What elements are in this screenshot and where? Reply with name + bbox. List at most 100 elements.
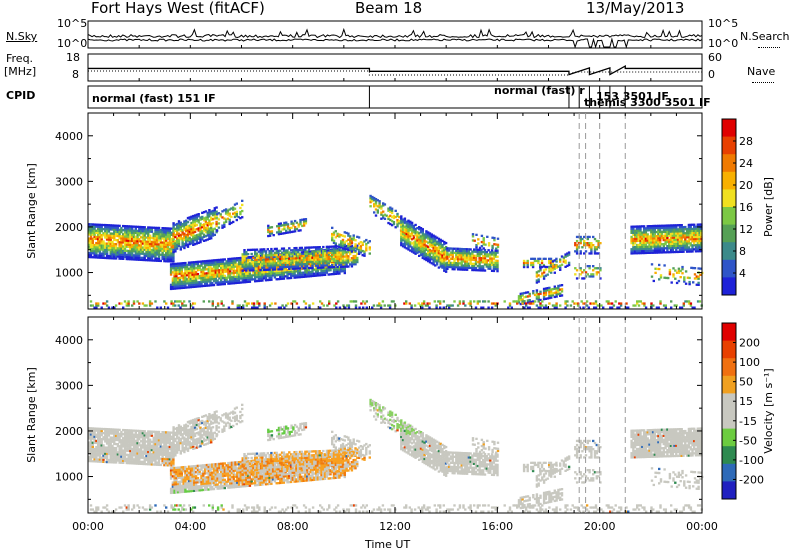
power-cell-4516 <box>181 302 184 305</box>
power-cell-3138 <box>425 240 428 243</box>
power-cell-2375 <box>280 255 284 258</box>
power-cell-2653 <box>345 255 348 258</box>
power-cell-4369 <box>698 250 701 253</box>
power-cell-4284 <box>685 248 689 251</box>
power-cell-747 <box>174 244 177 247</box>
power-cell-3513 <box>489 253 492 256</box>
power-cell-4747 <box>587 306 590 309</box>
power-cell-3832 <box>590 248 593 251</box>
power-cell-2901 <box>382 214 385 217</box>
power-cell-3416 <box>469 258 472 261</box>
power-cell-2228 <box>243 253 246 256</box>
power-cell-1305 <box>205 278 209 281</box>
power-cell-2426 <box>293 255 296 258</box>
power-cell-853 <box>190 225 193 229</box>
power-cell-2308 <box>264 258 268 261</box>
power-cell-4320 <box>691 248 694 251</box>
power-cell-1409 <box>221 283 225 286</box>
power-cell-3391 <box>464 250 467 253</box>
power-cell-3281 <box>444 258 448 261</box>
power-cell-4667 <box>467 302 471 305</box>
power-cell-3952 <box>639 243 642 247</box>
power-cell-281 <box>120 237 123 240</box>
power-cell-1960 <box>306 273 309 276</box>
power-cell-2275 <box>255 256 259 259</box>
power-cell-3334 <box>455 262 458 265</box>
power-cell-849 <box>190 234 193 237</box>
power-cell-3431 <box>473 266 476 270</box>
power-cell-3657 <box>548 270 551 273</box>
power-cell-4491 <box>141 302 145 305</box>
power-cell-4582 <box>319 306 322 309</box>
power-cell-1501 <box>236 281 239 284</box>
power-cell-696 <box>168 237 171 240</box>
power-cell-4685 <box>494 304 497 307</box>
power-cell-2334 <box>270 250 273 253</box>
power-cell-1890 <box>295 270 298 273</box>
power-cell-3483 <box>483 269 487 272</box>
power-cell-2684 <box>352 257 355 260</box>
power-cell-553 <box>152 243 155 246</box>
power-cell-4195 <box>673 244 676 247</box>
power-cell-3414 <box>469 262 472 265</box>
power-cell-60 <box>93 225 96 228</box>
power-cell-2558 <box>323 254 327 257</box>
power-cell-3480 <box>482 257 485 260</box>
power-cell-3255 <box>441 254 444 257</box>
power-cell-1269 <box>200 280 203 284</box>
power-cell-4628 <box>405 302 408 305</box>
power-cell-4645 <box>428 302 431 305</box>
power-cell-664 <box>165 237 168 240</box>
velocity-cell-25 <box>89 439 93 442</box>
power-cell-3912 <box>633 248 637 251</box>
power-cell-1252 <box>196 273 200 276</box>
power-cell-4086 <box>657 235 660 238</box>
power-cell-2900 <box>382 216 385 219</box>
nsearch-label: N.Search <box>740 30 790 43</box>
power-cell-4422 <box>675 271 679 274</box>
power-cell-684 <box>166 229 170 232</box>
power-cell-629 <box>161 243 164 246</box>
power-cell-4018 <box>648 241 651 244</box>
power-cell-2891 <box>378 206 381 209</box>
power-cell-3117 <box>421 228 424 231</box>
power-cell-1698 <box>264 264 268 267</box>
power-cell-1059 <box>235 210 238 213</box>
power-cell-4611 <box>365 300 368 303</box>
power-cell-211 <box>111 224 114 227</box>
power-cell-4721 <box>548 302 551 305</box>
power-cell-4068 <box>655 247 658 250</box>
power-cell-2758 <box>295 221 299 224</box>
power-cell-4798 <box>670 300 673 303</box>
power-cell-1058 <box>235 212 238 216</box>
power-cell-4615 <box>378 304 381 307</box>
power-cell-4387 <box>700 241 703 245</box>
power-cell-1413 <box>221 272 225 276</box>
power-cell-3785 <box>559 292 562 295</box>
power-cell-1537 <box>239 256 243 260</box>
power-cell-759 <box>176 239 179 242</box>
power-cell-1447 <box>227 268 230 271</box>
power-cell-485 <box>143 228 146 231</box>
power-cell-3402 <box>465 250 469 253</box>
power-cell-4205 <box>673 224 676 227</box>
power-cell-2759 <box>297 229 300 232</box>
power-cell-3289 <box>446 267 449 270</box>
power-cell-2936 <box>396 219 399 222</box>
power-cell-4151 <box>666 226 669 229</box>
power-cell-4473 <box>107 306 111 309</box>
power-cell-4144 <box>666 240 669 244</box>
power-cell-3962 <box>641 251 644 255</box>
power-cell-1662 <box>259 265 262 268</box>
power-cell-1491 <box>234 279 237 283</box>
power-cell-2917 <box>389 210 392 213</box>
power-cell-4562 <box>268 304 272 307</box>
power-cell-4413 <box>668 270 672 274</box>
power-cell-698 <box>168 233 171 236</box>
power-cell-217 <box>113 247 116 250</box>
power-cell-87 <box>97 231 100 235</box>
power-cell-1766 <box>275 267 278 271</box>
power-cell-167 <box>107 257 111 260</box>
power-cell-1237 <box>194 283 198 286</box>
power-cell-2719 <box>277 228 281 232</box>
